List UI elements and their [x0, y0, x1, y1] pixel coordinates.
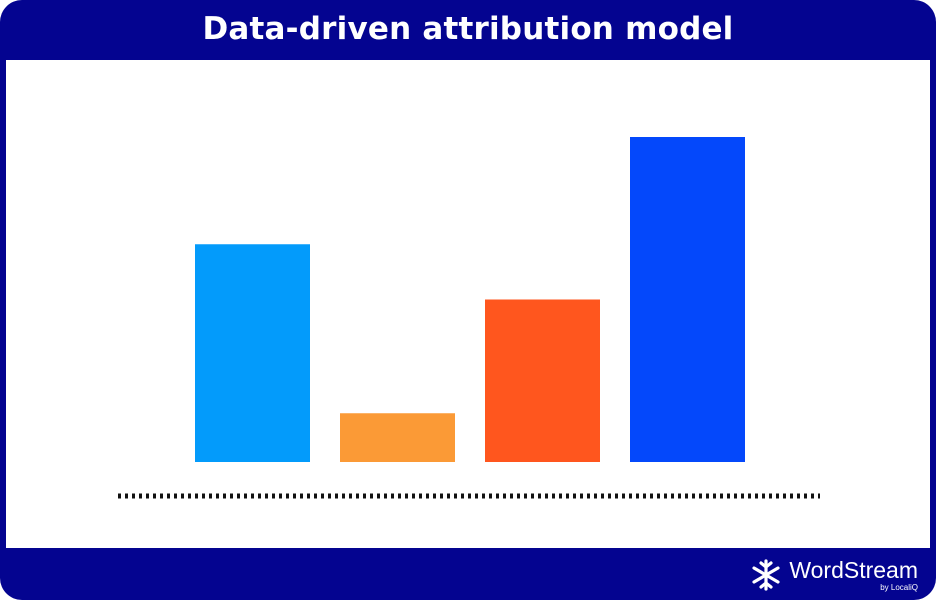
bar-4 — [630, 137, 745, 462]
brand-name: WordStream — [789, 556, 918, 583]
bars-group — [195, 137, 745, 462]
chart-title: Data-driven attribution model — [202, 11, 734, 47]
wordstream-logo: WordStream by LocaliQ — [749, 558, 918, 592]
bar-2 — [340, 413, 455, 462]
plot-panel — [6, 60, 930, 548]
bar-chart — [118, 137, 820, 499]
bar-3 — [485, 299, 600, 462]
snowflake-icon — [752, 559, 780, 591]
brand-tagline: by LocaliQ — [880, 582, 918, 592]
bar-1 — [195, 244, 310, 462]
